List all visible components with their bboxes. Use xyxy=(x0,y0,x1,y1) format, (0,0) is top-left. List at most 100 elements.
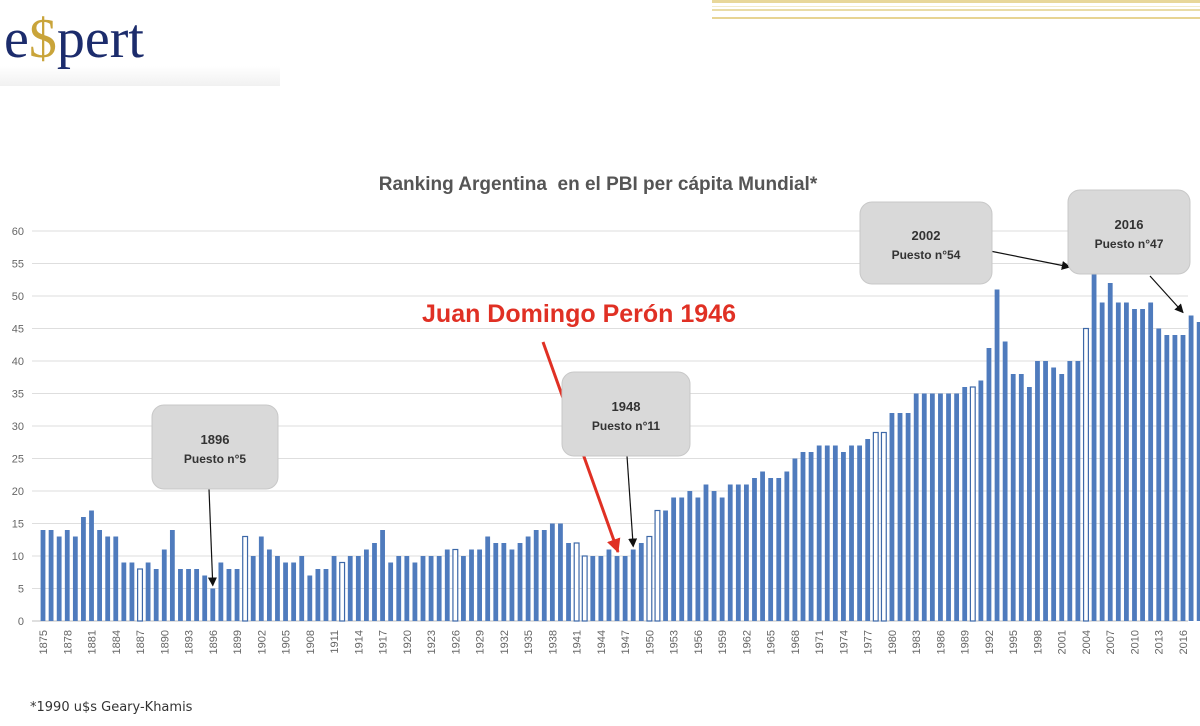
callouts: 1896 Puesto n°5 1948 Puesto n°11 2002 Puesto … xyxy=(151,189,1191,490)
bar-1981 xyxy=(897,413,903,621)
callout-2002: 2002 Puesto n°54 xyxy=(859,201,993,285)
bar-1989 xyxy=(962,387,968,621)
x-tick-label: 1887 xyxy=(135,630,147,654)
bar-1899 xyxy=(234,569,240,621)
x-tick-label: 1929 xyxy=(475,630,487,654)
bar-1937 xyxy=(541,530,547,621)
bar-2018 xyxy=(1196,322,1200,621)
x-tick-label: 1986 xyxy=(935,630,947,654)
bar-1967 xyxy=(784,471,790,621)
x-tick-label: 2001 xyxy=(1057,630,1069,654)
bar-1893 xyxy=(186,569,191,621)
bar-1939 xyxy=(558,523,563,621)
x-tick-label: 1914 xyxy=(353,630,365,654)
bar-1906 xyxy=(291,562,297,621)
bar-1913 xyxy=(347,556,353,621)
bar-1933 xyxy=(509,549,515,621)
callout-rank: Puesto n°54 xyxy=(892,248,961,262)
decorative-lines xyxy=(712,0,1200,19)
bar-1916 xyxy=(372,543,377,621)
chart-title: Ranking Argentina en el PBI per cápita M… xyxy=(379,174,818,195)
bar-1938 xyxy=(549,523,555,621)
bar-1945 xyxy=(606,549,612,621)
bar-1876 xyxy=(48,530,54,621)
bar-1921 xyxy=(412,562,418,621)
bar-1963 xyxy=(752,478,757,621)
callout-2016: 2016 Puesto n°47 xyxy=(1067,189,1191,275)
bar-1965 xyxy=(768,478,774,621)
bar-1929 xyxy=(477,549,482,621)
callout-box xyxy=(1067,189,1191,275)
x-tick-label: 1923 xyxy=(426,630,438,654)
x-tick-label: 1938 xyxy=(547,630,559,654)
bar-1960 xyxy=(727,484,733,621)
bar-1917 xyxy=(380,530,385,621)
bar-1964 xyxy=(760,471,765,621)
bar-1962 xyxy=(744,484,749,621)
bar-1966 xyxy=(776,478,782,621)
bar-1920 xyxy=(404,556,410,621)
x-tick-label: 1968 xyxy=(790,630,802,654)
callout-box xyxy=(151,404,279,490)
x-tick-label: 1917 xyxy=(378,630,390,654)
bar-1936 xyxy=(533,530,539,621)
x-tick-label: 1881 xyxy=(87,630,99,654)
x-tick-label: 1956 xyxy=(693,630,705,654)
bar-1932 xyxy=(501,543,507,621)
callout-year: 1948 xyxy=(612,399,641,414)
bar-1990 xyxy=(969,386,976,622)
bar-1947 xyxy=(622,556,628,621)
callout-1948: 1948 Puesto n°11 xyxy=(561,371,691,457)
bar-1970 xyxy=(808,452,814,621)
bar-1898 xyxy=(226,569,232,621)
bar-1959 xyxy=(719,497,725,621)
arrow-1948 xyxy=(626,455,638,548)
x-tick-label: 1953 xyxy=(669,630,681,654)
bar-1961 xyxy=(735,484,741,621)
bar-2013 xyxy=(1156,328,1162,621)
bar-1942 xyxy=(581,555,588,622)
y-tick-label: 5 xyxy=(18,584,24,596)
x-tick-label: 1947 xyxy=(620,630,632,654)
x-tick-label: 1962 xyxy=(741,630,753,654)
y-tick-label: 60 xyxy=(12,226,24,238)
bar-2017 xyxy=(1188,315,1194,621)
footnote: *1990 u$s Geary-Khamis xyxy=(30,700,193,715)
bar-1935 xyxy=(525,536,531,621)
bar-1946 xyxy=(614,556,620,621)
x-tick-label: 1980 xyxy=(887,630,899,654)
bar-1903 xyxy=(266,549,272,621)
y-axis: 0 5 10 15 20 25 30 35 40 45 50 55 60 xyxy=(12,226,24,628)
x-tick-label: 1971 xyxy=(814,630,826,654)
bar-1944 xyxy=(598,556,604,621)
bar-1931 xyxy=(493,543,499,621)
callout-box xyxy=(859,201,993,285)
bar-2001 xyxy=(1059,374,1065,621)
bar-1901 xyxy=(250,556,256,621)
bar-1948 xyxy=(630,549,636,621)
bar-1877 xyxy=(56,536,62,621)
x-tick-label: 1965 xyxy=(766,630,778,654)
bar-1934 xyxy=(517,543,523,621)
bar-1983 xyxy=(913,393,919,621)
bar-1973 xyxy=(832,445,838,621)
callout-year: 2016 xyxy=(1115,217,1144,232)
x-tick-label: 1944 xyxy=(596,630,608,654)
bar-1953 xyxy=(671,497,677,621)
bar-1896 xyxy=(210,588,216,621)
bar-1894 xyxy=(194,569,200,621)
bar-1925 xyxy=(444,549,450,621)
x-tick-label: 1950 xyxy=(644,630,656,654)
bar-1926 xyxy=(452,548,459,622)
bar-1897 xyxy=(218,562,224,621)
y-tick-label: 40 xyxy=(12,356,24,368)
bar-1992 xyxy=(986,348,992,621)
x-tick-label: 1998 xyxy=(1032,630,1044,654)
callout-box xyxy=(561,371,691,457)
callout-year: 2002 xyxy=(912,228,941,243)
y-tick-label: 10 xyxy=(12,551,24,563)
x-tick-label: 1926 xyxy=(450,630,462,654)
bar-1994 xyxy=(1002,341,1008,621)
bar-1958 xyxy=(711,491,717,621)
bar-1919 xyxy=(396,556,402,621)
